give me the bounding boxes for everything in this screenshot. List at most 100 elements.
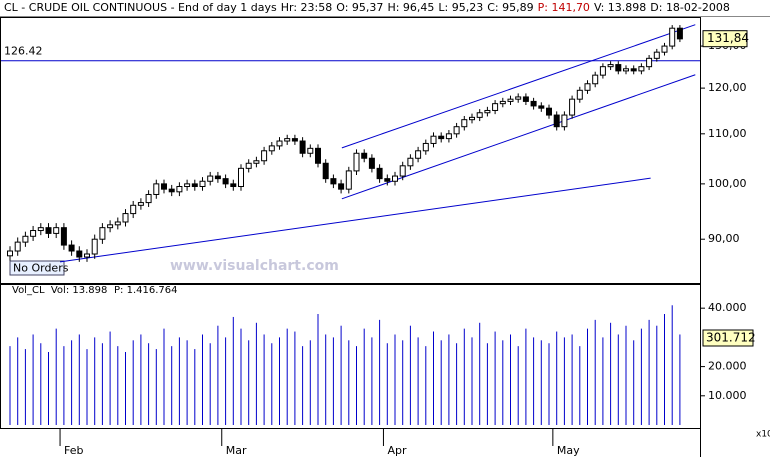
candle-body <box>599 66 606 76</box>
header-field: D: 18-02-2008 <box>650 1 730 14</box>
candle-body <box>584 83 591 91</box>
candle-body <box>45 227 52 234</box>
header-field: L: 95,23 <box>438 1 484 14</box>
candle-body <box>99 227 106 240</box>
candle-body <box>499 100 506 105</box>
candle-body <box>461 119 468 128</box>
candle-body <box>638 66 645 72</box>
candle-body <box>214 175 221 180</box>
volume-header: P: 1.416.764 <box>114 285 177 296</box>
candle-body <box>315 147 321 164</box>
candle-body <box>646 57 653 68</box>
header-field: V: 13.898 <box>593 1 647 14</box>
candle-body <box>153 183 160 195</box>
candle-body <box>469 116 475 121</box>
candle-body <box>276 140 283 147</box>
header-field: Hr: 23:58 <box>280 1 333 14</box>
hline-label: 126.42 <box>4 45 43 58</box>
candle-body <box>492 103 499 111</box>
candle-body <box>161 183 167 190</box>
candle-body <box>330 178 337 185</box>
candle-body <box>68 244 75 252</box>
candle-body <box>546 107 552 116</box>
candle-body <box>37 227 44 232</box>
volume-box-label: 301.712 <box>706 331 756 345</box>
scale-note: x10 <box>756 430 770 440</box>
candle-body <box>338 183 345 190</box>
candle-body <box>538 105 545 109</box>
candle-body <box>438 135 445 140</box>
candle-body <box>245 162 252 169</box>
candle-body <box>376 167 383 180</box>
candle-body <box>130 204 137 215</box>
orders-box <box>9 260 65 276</box>
candle-body <box>615 64 622 72</box>
header-field: CL - CRUDE OIL CONTINUOUS - End of day 1… <box>4 1 277 14</box>
candle-body <box>522 96 529 102</box>
candle-body <box>322 162 329 180</box>
candle-body <box>199 180 206 188</box>
candle-body <box>60 227 67 246</box>
candle-body <box>22 235 29 243</box>
candle-body <box>191 183 198 188</box>
candle-body <box>345 170 352 190</box>
last-price-box <box>702 30 748 48</box>
trendline <box>341 74 696 200</box>
candle-body <box>284 138 291 142</box>
y-tick-label: 10.000 <box>708 389 747 402</box>
trendline <box>341 24 696 149</box>
candle-body <box>368 157 375 169</box>
candle-body <box>576 89 583 100</box>
trendline <box>59 177 651 263</box>
orders-label: No Orders <box>13 262 69 275</box>
x-tick-label: Apr <box>387 444 407 457</box>
candle-body <box>484 109 491 114</box>
candle-body <box>607 64 614 68</box>
x-tick-label: Feb <box>64 444 83 457</box>
candle-body <box>476 112 483 118</box>
y-tick-label: 110,00 <box>708 127 747 140</box>
candle-body <box>630 68 637 72</box>
candle-body <box>392 175 398 182</box>
candle-body <box>7 250 13 257</box>
price-panel <box>0 17 701 284</box>
candle-body <box>561 114 568 128</box>
candle-body <box>399 165 406 177</box>
candle-body <box>299 140 306 154</box>
candle-body <box>676 27 683 40</box>
candle-body <box>137 202 144 206</box>
candle-body <box>261 150 268 162</box>
candle-body <box>669 27 676 47</box>
candle-body <box>145 193 152 204</box>
header-field: P: 141,70 <box>537 1 590 14</box>
candle-body <box>122 213 129 223</box>
candle-body <box>53 227 60 234</box>
candle-body <box>230 183 237 188</box>
y-tick-label: 20.000 <box>708 360 747 373</box>
y-tick-label: 40.000 <box>708 301 747 314</box>
candle-body <box>361 152 368 159</box>
x-tick-label: Mar <box>226 444 247 457</box>
volume-header: Vol_CL Vol: 13.898 <box>12 285 107 296</box>
candle-body <box>623 68 629 72</box>
last-price-label: 131,84 <box>707 31 749 45</box>
candle-body <box>307 147 314 154</box>
candle-body <box>222 178 229 185</box>
candle-body <box>291 138 298 142</box>
candle-body <box>507 98 514 102</box>
candle-body <box>176 186 183 193</box>
watermark: www.visualchart.com <box>170 258 339 274</box>
candle-body <box>114 221 121 226</box>
candle-body <box>76 250 83 258</box>
candle-body <box>453 126 460 135</box>
x-tick-label: May <box>557 444 580 457</box>
header-field: C: 95,89 <box>487 1 534 14</box>
candle-body <box>422 142 429 152</box>
candle-body <box>353 152 360 172</box>
candle-body <box>430 135 437 144</box>
header-field: H: 96,45 <box>387 1 435 14</box>
candle-body <box>184 183 191 188</box>
candle-body <box>445 133 452 140</box>
candle-body <box>415 150 422 159</box>
